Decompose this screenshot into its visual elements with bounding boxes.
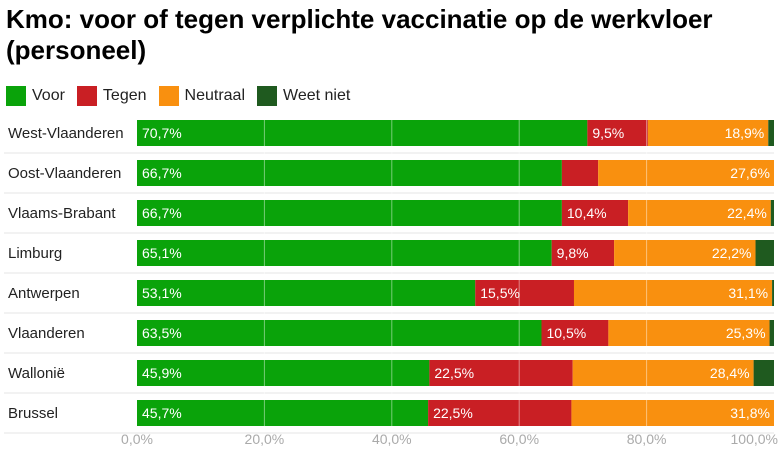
data-label: 9,8% — [557, 245, 589, 261]
data-label: 63,5% — [142, 325, 182, 341]
data-label: 31,1% — [728, 285, 768, 301]
legend-item: Tegen — [76, 86, 147, 106]
data-label: 18,9% — [725, 125, 765, 141]
x-tick-label: 60,0% — [499, 431, 539, 447]
x-tick-label: 20,0% — [245, 431, 285, 447]
data-label: 28,4% — [710, 365, 750, 381]
bar-segment-neutraal — [608, 320, 770, 346]
bar-segment-tegen — [551, 240, 615, 266]
bar-segment-neutraal — [628, 200, 771, 226]
category-label: Vlaanderen — [8, 325, 85, 342]
data-label: 66,7% — [142, 165, 182, 181]
chart-title: Kmo: voor of tegen verplichte vaccinatie… — [6, 4, 713, 65]
bar-segment-tegen — [587, 120, 648, 146]
category-label: Oost-Vlaanderen — [8, 165, 121, 182]
legend-item: Weet niet — [257, 86, 350, 106]
bar-segment-voor — [137, 120, 588, 146]
bar-segment-tegen — [429, 360, 573, 386]
category-label: West-Vlaanderen — [8, 125, 124, 142]
category-label: Vlaams-Brabant — [8, 205, 116, 222]
data-label: 66,7% — [142, 205, 182, 221]
bar-segment-weet-niet — [772, 280, 774, 306]
bar-segment-weet-niet — [770, 200, 774, 226]
legend-swatch — [76, 86, 97, 106]
bar-segment-neutraal — [598, 160, 774, 186]
data-label: 45,9% — [142, 365, 182, 381]
category-label: Limburg — [8, 245, 62, 262]
bar-segment-tegen — [561, 200, 629, 226]
data-label: 27,6% — [730, 165, 770, 181]
legend-label: Weet niet — [283, 87, 351, 104]
bar-segment-tegen — [475, 280, 574, 306]
chart-legend: Voor Tegen Neutraal Weet niet — [6, 85, 362, 107]
data-label: 65,1% — [142, 245, 182, 261]
bar-segment-weet-niet — [769, 320, 774, 346]
data-label: 22,5% — [434, 365, 474, 381]
bar-segment-voor — [137, 360, 430, 386]
bar-segment-neutraal — [573, 280, 773, 306]
x-tick-label: 40,0% — [372, 431, 412, 447]
data-label: 9,5% — [592, 125, 624, 141]
data-label: 10,5% — [546, 325, 586, 341]
x-tick-label: 0,0% — [121, 431, 153, 447]
bar-segment-voor — [137, 320, 542, 346]
bar-segment-neutraal — [647, 120, 769, 146]
data-label: 10,4% — [567, 205, 607, 221]
bar-segment-neutraal — [571, 400, 774, 426]
x-tick-label: 80,0% — [627, 431, 667, 447]
bar-segment-neutraal — [572, 360, 754, 386]
category-label: Brussel — [8, 405, 58, 422]
bar-segment-voor — [137, 400, 429, 426]
bar-segment-voor — [137, 200, 562, 226]
bar-segment-weet-niet — [768, 120, 774, 146]
legend-swatch — [257, 86, 277, 106]
legend-label: Neutraal — [184, 87, 245, 104]
category-label: Antwerpen — [8, 285, 80, 302]
bar-segment-tegen — [561, 160, 599, 186]
legend-swatch — [6, 86, 26, 106]
data-label: 53,1% — [142, 285, 182, 301]
bar-segment-weet-niet — [755, 240, 774, 266]
bar-segment-weet-niet — [753, 360, 774, 386]
x-tick-label: 100,0% — [731, 431, 778, 447]
data-label: 25,3% — [726, 325, 766, 341]
data-label: 22,2% — [712, 245, 752, 261]
legend-item: Voor — [6, 86, 65, 106]
legend-label: Tegen — [102, 87, 147, 104]
data-label: 70,7% — [142, 125, 182, 141]
legend-swatch — [158, 86, 179, 106]
bar-segment-voor — [137, 160, 562, 186]
legend-label: Voor — [32, 87, 65, 104]
bar-segment-tegen — [428, 400, 572, 426]
data-label: 22,4% — [727, 205, 767, 221]
category-label: Wallonië — [8, 365, 65, 382]
data-label: 31,8% — [730, 405, 770, 421]
bar-segment-tegen — [541, 320, 609, 346]
bar-segment-voor — [137, 240, 552, 266]
legend-item: Neutraal — [158, 86, 245, 106]
data-label: 45,7% — [142, 405, 182, 421]
data-label: 15,5% — [480, 285, 520, 301]
data-label: 22,5% — [433, 405, 473, 421]
bar-segment-voor — [137, 280, 476, 306]
bar-segment-neutraal — [614, 240, 756, 266]
